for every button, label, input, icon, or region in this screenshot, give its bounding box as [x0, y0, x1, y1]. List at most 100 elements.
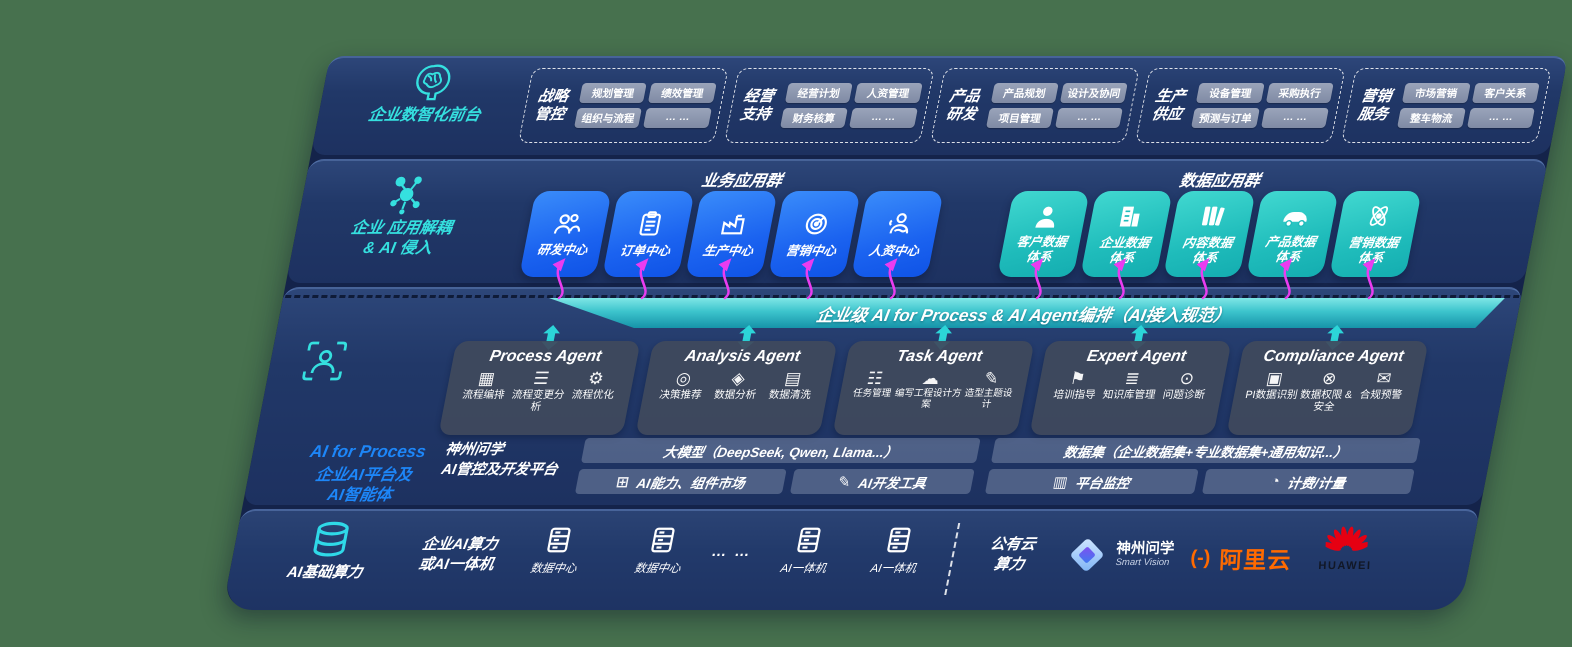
group-marketing: 营销服务 市场营销 客户关系 整车物流 … …	[1341, 68, 1552, 143]
chip: 市场营销	[1402, 83, 1471, 103]
knowledge-layers-icon: ≣	[1123, 369, 1142, 388]
bar-label: 计费/计量	[1285, 475, 1347, 491]
vendor-name: 神州问学	[1115, 540, 1175, 557]
node-label: 数据中心	[529, 563, 578, 575]
clipboard-icon	[634, 210, 667, 238]
task-agent-card: Task Agent ☷ 任务管理 ☁ 编写工程设计方案 ✎ 造型主题设计	[832, 341, 1035, 435]
chip: 产品规划	[990, 83, 1059, 103]
task-grid-icon: ☷	[865, 369, 885, 388]
huawei-logo: HUAWEI	[1318, 523, 1374, 572]
node-label: 数据中心	[633, 563, 682, 575]
agent-item-label: 任务管理	[851, 388, 893, 399]
metering-icon: ◔	[1268, 473, 1282, 490]
ai-process-subtitle: 企业AI平台及 AI智能体	[313, 467, 414, 505]
ai-process-title: AI for Process	[308, 442, 428, 461]
data-group-title: 数据应用群	[1177, 173, 1262, 190]
ai-process-label: AI for Process 企业AI平台及 AI智能体	[272, 441, 455, 506]
expert-agent-card: Expert Agent ⚑ 培训指导 ≣ 知识库管理 ⊙ 问题诊断	[1029, 341, 1232, 435]
chip: … …	[1466, 108, 1535, 128]
aliyun-logo: (-) 阿里云	[1190, 541, 1293, 575]
front-office-groups: 战略管控 规划管理 绩效管理 组织与流程 … … 经营支持 经营计划 人资管理 …	[518, 68, 1552, 143]
group-product: 产品研发 产品规划 设计及协同 项目管理 … …	[929, 68, 1141, 143]
sliders-icon: ☰	[531, 369, 551, 388]
agent-item-label: 流程变更分析	[510, 389, 566, 414]
chip: 预测与订单	[1191, 108, 1260, 128]
alert-mail-icon: ✉	[1375, 369, 1393, 388]
front-office-label-zone: 企业数智化前台	[342, 62, 514, 126]
bar-label: AI能力、组件市场	[635, 475, 747, 491]
monitor-icon: ▥	[1051, 473, 1070, 491]
agent-item-label: 问题诊断	[1161, 389, 1206, 401]
database-icon	[272, 519, 390, 561]
target-icon	[800, 210, 833, 238]
front-office-layer: 企业数智化前台 战略管控 规划管理 绩效管理 组织与流程 … … 经营支持 经营…	[310, 56, 1568, 155]
agent-title: Task Agent	[895, 348, 984, 365]
agent-item-label: 合规预警	[1358, 389, 1403, 401]
ai-appliance-node: AI一体机	[757, 525, 857, 576]
box-label: 营销中心	[784, 243, 838, 258]
group-production: 生产供应 设备管理 采购执行 预测与订单 … …	[1135, 68, 1346, 143]
ai-orchestration-band: 企业级 AI for Process & AI Agent编排（AI接入规范）	[543, 298, 1505, 328]
box-label: 研发中心	[536, 242, 589, 257]
ai-appliance-node: AI一体机	[847, 525, 947, 576]
optimize-icon: ⚙	[586, 369, 606, 388]
bar-label: 平台监控	[1073, 475, 1131, 491]
band-text: 企业级 AI for Process & AI Agent编排（AI接入规范）	[814, 305, 1233, 325]
agent-title: Compliance Agent	[1261, 348, 1406, 365]
box-order-center: 订单中心	[602, 191, 695, 277]
marketplace-bar: ⊞ AI能力、组件市场	[574, 469, 787, 494]
data-boxes: 客户数据 体系 企业数据 体系 内容数据 体系	[997, 191, 1422, 277]
node-label: AI一体机	[779, 563, 828, 575]
chip: 组织与流程	[574, 108, 643, 128]
box-marketing-center: 营销中心	[768, 191, 861, 277]
security-icon: ⊗	[1320, 369, 1339, 388]
chip: 人资管理	[854, 83, 923, 103]
chip: … …	[849, 108, 918, 128]
analysis-icon: ◈	[729, 369, 747, 388]
chip: 规划管理	[578, 83, 648, 103]
agent-title: Process Agent	[488, 348, 603, 365]
agent-item-label: 造型主题设计	[963, 388, 1014, 410]
box-rd-center: 研发中心	[519, 191, 612, 277]
aliyun-bracket-icon: (-)	[1189, 546, 1212, 569]
chip: 绩效管理	[648, 83, 717, 103]
application-layer: 企业 应用解耦 & AI 侵入 业务应用群 研发中心 订单中心	[285, 159, 1548, 283]
group-strategy: 战略管控 规划管理 绩效管理 组织与流程 … …	[518, 68, 729, 143]
group-title: 营销服务	[1356, 87, 1394, 123]
box-product-data: 产品数据 体系	[1246, 191, 1339, 277]
process-agent-card: Process Agent ▦ 流程编排 ☰ 流程变更分析 ⚙ 流程优化	[438, 341, 641, 435]
section-divider	[944, 523, 961, 595]
model-bar: 大模型（DeepSeek, Qwen, Llama...）	[580, 438, 981, 463]
dataset-bar-text: 数据集（企业数据集+专业数据集+通用知识...）	[1062, 444, 1349, 460]
agent-item-label: 编写工程设计方案	[893, 388, 963, 410]
box-production-center: 生产中心	[685, 191, 778, 277]
box-customer-data: 客户数据 体系	[997, 191, 1090, 277]
analysis-agent-card: Analysis Agent ◎ 决策推荐 ◈ 数据分析 ▤ 数据清洗	[635, 341, 838, 435]
node-label: AI一体机	[869, 563, 918, 575]
clean-doc-icon: ▤	[783, 369, 803, 388]
id-card-icon: ▣	[1264, 369, 1285, 388]
hr-people-icon	[883, 210, 916, 238]
chip: … …	[1260, 108, 1330, 128]
ai-injection-arrows	[552, 258, 1376, 300]
chip: 整车物流	[1397, 108, 1466, 128]
compliance-agent-card: Compliance Agent ▣ PI数据识别 ⊗ 数据权限 & 安全 ✉ 合规预…	[1226, 341, 1429, 435]
huawei-flower-icon	[1324, 523, 1369, 557]
smartvision-diamond-icon	[1064, 533, 1110, 577]
cloud-edit-icon: ☁	[920, 369, 942, 388]
diagnosis-icon: ⊙	[1178, 369, 1196, 388]
business-boxes: 研发中心 订单中心 生产中心	[519, 191, 944, 277]
chip: 设备管理	[1196, 83, 1265, 103]
apps-label: 企业 应用解耦 & AI 侵入	[349, 220, 454, 257]
scan-person-icon	[296, 337, 475, 385]
public-cloud-label: 公有云 算力	[988, 536, 1038, 574]
architecture-panel: 企业数智化前台 战略管控 规划管理 绩效管理 组织与流程 … … 经营支持 经营…	[222, 56, 1569, 610]
molecule-icon	[318, 173, 497, 219]
group-title: 战略管控	[533, 87, 570, 123]
ai-process-label-zone	[296, 337, 475, 385]
car-icon	[1278, 203, 1313, 229]
box-label: 人资中心	[867, 243, 921, 258]
platform-left-column: 大模型（DeepSeek, Qwen, Llama...） ⊞ AI能力、组件市…	[574, 438, 981, 494]
group-title: 生产供应	[1150, 87, 1188, 123]
apps-label-zone: 企业 应用解耦 & AI 侵入	[311, 173, 498, 259]
